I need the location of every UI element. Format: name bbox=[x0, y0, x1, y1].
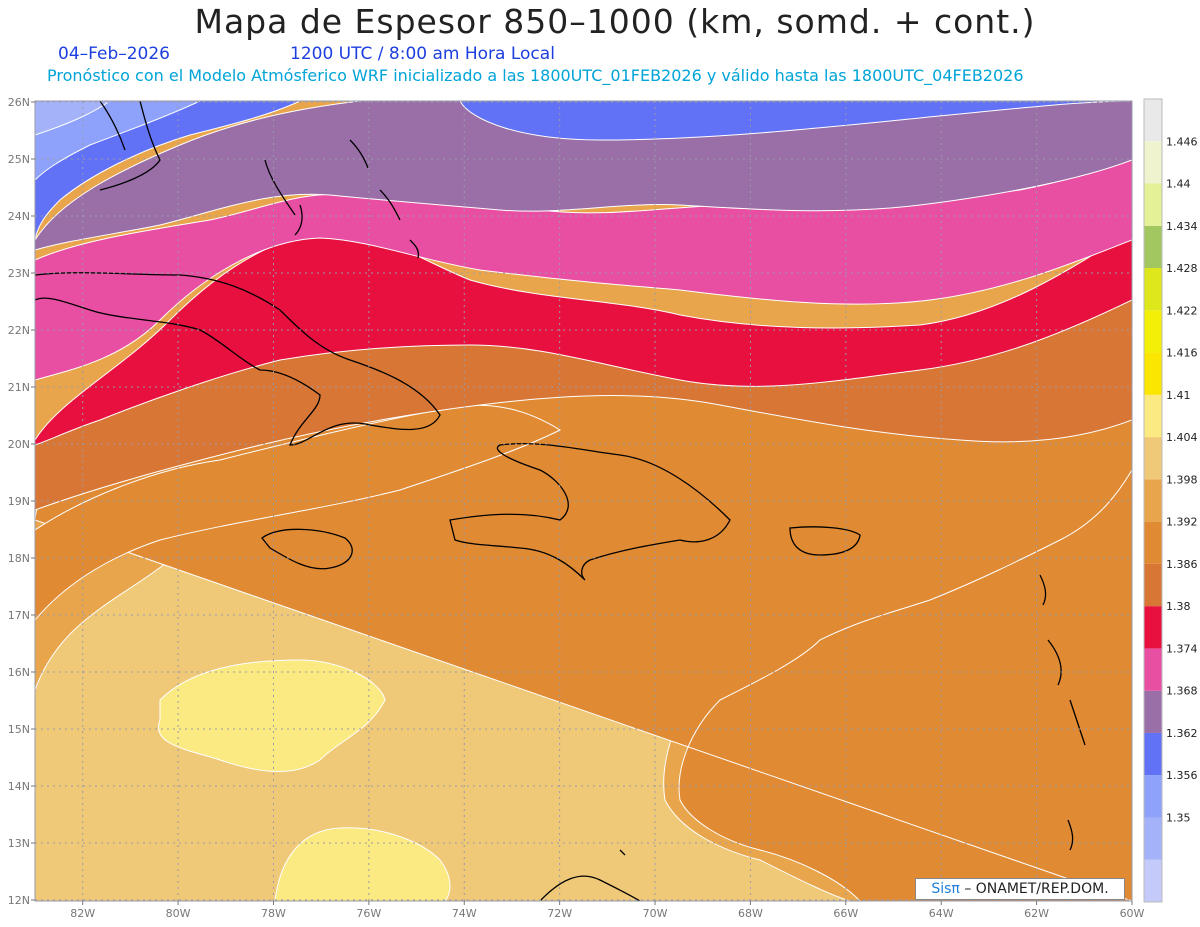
coastlines bbox=[35, 101, 1086, 901]
lon-label: 80W bbox=[166, 907, 191, 920]
lon-label: 66W bbox=[833, 907, 858, 920]
legend-swatch bbox=[1144, 310, 1162, 353]
florida-coast bbox=[99, 101, 161, 191]
legend-label: 1.422 bbox=[1166, 304, 1198, 317]
legend-swatch bbox=[1144, 859, 1162, 902]
legend-label: 1.374 bbox=[1166, 642, 1198, 655]
thickness-region-1368 bbox=[35, 101, 1132, 251]
lon-label: 70W bbox=[643, 907, 668, 920]
forecast-note: Pronóstico con el Modelo Atmósferico WRF… bbox=[47, 66, 1024, 85]
legend-swatch bbox=[1144, 775, 1162, 818]
legend-label: 1.368 bbox=[1166, 685, 1198, 698]
lat-label: 25N bbox=[8, 153, 30, 166]
legend-frame bbox=[1143, 98, 1163, 903]
legend-swatch bbox=[1144, 141, 1162, 184]
lat-label: 14N bbox=[8, 780, 30, 793]
map-grid bbox=[35, 101, 1132, 901]
forecast-date: 04–Feb–2026 bbox=[58, 44, 170, 64]
lat-label: 19N bbox=[8, 495, 30, 508]
thickness-region-1392-west bbox=[35, 404, 562, 621]
forecast-time: 1200 UTC / 8:00 am Hora Local bbox=[290, 44, 555, 64]
lon-label: 82W bbox=[70, 907, 95, 920]
legend-label: 1.392 bbox=[1166, 516, 1198, 529]
legend-swatch bbox=[1144, 352, 1162, 395]
legend-swatch bbox=[1144, 183, 1162, 226]
lat-label: 15N bbox=[8, 723, 30, 736]
thickness-region-1362 bbox=[35, 101, 1132, 141]
lat-label: 23N bbox=[8, 267, 30, 280]
lat-label: 22N bbox=[8, 324, 30, 337]
latitude-labels: 26N 25N 24N 23N 22N 21N 20N 19N 18N 17N 16N 15N 14N 1… bbox=[8, 96, 35, 907]
jamaica-coast bbox=[261, 528, 353, 570]
lat-label: 20N bbox=[8, 438, 30, 451]
lat-label: 16N bbox=[8, 666, 30, 679]
lon-label: 60W bbox=[1120, 907, 1145, 920]
map-title: Mapa de Espesor 850–1000 (km, somd. + co… bbox=[194, 2, 1036, 41]
legend-swatch bbox=[1144, 268, 1162, 311]
thickness-region-1410-a bbox=[157, 659, 386, 772]
legend-label: 1.434 bbox=[1166, 220, 1198, 233]
credit-box: Sisπ – ONAMET/REP.DOM. bbox=[915, 878, 1125, 900]
lat-label: 18N bbox=[8, 552, 30, 565]
legend-label: 1.35 bbox=[1166, 811, 1191, 824]
legend-swatch bbox=[1144, 394, 1162, 438]
thickness-region-1356 bbox=[35, 101, 201, 181]
legend-swatch bbox=[1144, 732, 1162, 776]
lesser-antilles-coast bbox=[1039, 574, 1086, 851]
lon-label: 64W bbox=[929, 907, 954, 920]
bahamas-coast bbox=[264, 139, 420, 259]
south-america-coast bbox=[539, 849, 641, 901]
legend-swatch bbox=[1144, 479, 1162, 522]
legend-label: 1.44 bbox=[1166, 178, 1191, 191]
lon-label: 78W bbox=[261, 907, 286, 920]
lon-label: 62W bbox=[1024, 907, 1049, 920]
legend-label: 1.362 bbox=[1166, 727, 1198, 740]
lon-label: 74W bbox=[452, 907, 477, 920]
lat-label: 13N bbox=[8, 837, 30, 850]
thickness-region-1410-b bbox=[274, 827, 451, 901]
legend-label: 1.416 bbox=[1166, 347, 1198, 360]
legend-swatch bbox=[1144, 690, 1162, 733]
legend-swatch bbox=[1144, 99, 1162, 142]
credit-brand: Sisπ bbox=[931, 881, 960, 897]
lat-label: 21N bbox=[8, 381, 30, 394]
legend-label: 1.38 bbox=[1166, 600, 1191, 613]
legend-swatch bbox=[1144, 817, 1162, 860]
lat-label: 12N bbox=[8, 894, 30, 907]
legend-label: 1.428 bbox=[1166, 262, 1198, 275]
cuba-coast bbox=[35, 272, 441, 446]
longitude-labels: 82W 80W 78W 76W 74W 72W 70W 68W 66W 64W 62W 60W bbox=[70, 901, 1145, 920]
lat-label: 17N bbox=[8, 609, 30, 622]
legend-label: 1.404 bbox=[1166, 431, 1198, 444]
color-legend: 1.35 1.356 1.362 1.368 1.374 1.38 1.386 1.392 1.… bbox=[1143, 98, 1198, 903]
lon-label: 68W bbox=[738, 907, 763, 920]
lon-label: 76W bbox=[356, 907, 381, 920]
lon-label: 72W bbox=[547, 907, 572, 920]
legend-label: 1.41 bbox=[1166, 389, 1191, 402]
puerto-rico-coast bbox=[789, 526, 861, 556]
legend-label: 1.386 bbox=[1166, 558, 1198, 571]
lat-label: 24N bbox=[8, 210, 30, 223]
lat-label: 26N bbox=[8, 96, 30, 109]
legend-swatch bbox=[1144, 606, 1162, 649]
legend-swatch bbox=[1144, 225, 1162, 269]
legend-swatch bbox=[1144, 563, 1162, 607]
legend-swatch bbox=[1144, 648, 1162, 691]
legend-label: 1.356 bbox=[1166, 769, 1198, 782]
legend-swatch bbox=[1144, 437, 1162, 480]
credit-text: – ONAMET/REP.DOM. bbox=[964, 881, 1109, 897]
legend-swatch bbox=[1144, 521, 1162, 564]
legend-label: 1.398 bbox=[1166, 473, 1198, 486]
legend-label: 1.446 bbox=[1166, 135, 1198, 148]
